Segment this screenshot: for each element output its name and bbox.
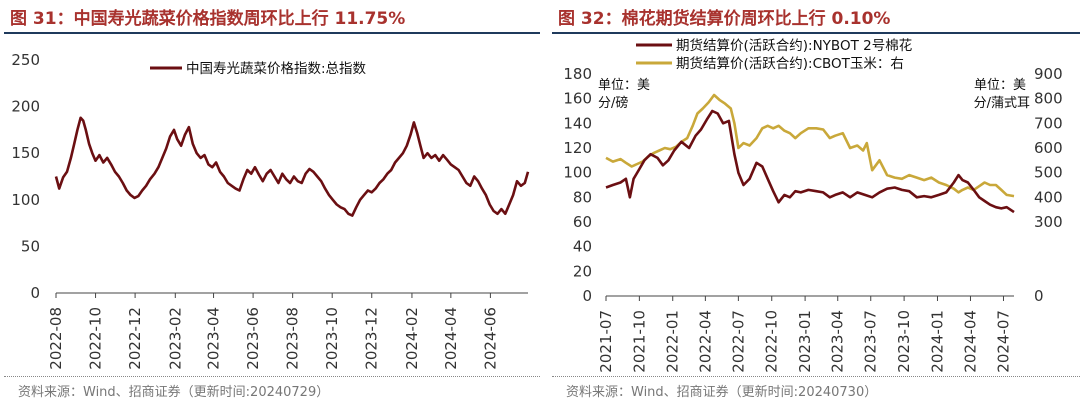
right-axis-unit-label: 分/蒲式耳 bbox=[974, 96, 1030, 111]
corn-futures-series-line bbox=[605, 93, 1015, 198]
right-axis-unit-label: 单位：美 bbox=[974, 78, 1026, 93]
left-figure-title: 图 31：中国寿光蔬菜价格指数周环比上行 11.75% bbox=[10, 9, 406, 29]
y-tick-label: 0 bbox=[30, 284, 40, 302]
left-axis-unit-label: 单位：美 bbox=[598, 78, 650, 93]
right-y-tick-label: 600 bbox=[1034, 139, 1063, 157]
x-tick-label: 2021-10 bbox=[630, 310, 648, 373]
left-y-tick-label: 160 bbox=[563, 90, 592, 108]
left-y-tick-label: 140 bbox=[563, 114, 592, 132]
x-tick-label: 2023-02 bbox=[166, 307, 184, 370]
y-tick-label: 150 bbox=[11, 144, 40, 162]
x-tick-label: 2023-04 bbox=[829, 310, 847, 373]
right-y-tick-label: 800 bbox=[1034, 90, 1063, 108]
x-tick-label: 2024-02 bbox=[403, 307, 421, 370]
y-tick-label: 100 bbox=[11, 191, 40, 209]
x-tick-label: 2022-10 bbox=[87, 307, 105, 370]
x-tick-label: 2022-10 bbox=[763, 310, 781, 373]
x-tick-label: 2022-04 bbox=[696, 310, 714, 373]
left-source-rule bbox=[4, 376, 540, 377]
x-tick-label: 2022-08 bbox=[47, 307, 65, 370]
x-tick-label: 2022-07 bbox=[729, 310, 747, 373]
right-y-tick-label: 400 bbox=[1034, 188, 1063, 206]
left-figure-panel: 图 31：中国寿光蔬菜价格指数周环比上行 11.75% 0 50 100 150 200… bbox=[4, 9, 540, 400]
right-title-rule bbox=[552, 32, 1080, 34]
legend-label: 中国寿光蔬菜价格指数:总指数 bbox=[186, 60, 367, 77]
left-y-tick-label: 180 bbox=[563, 65, 592, 83]
right-y-tick-label: 0 bbox=[1034, 287, 1044, 305]
x-tick-label: 2023-06 bbox=[244, 307, 262, 370]
y-tick-label: 200 bbox=[11, 98, 40, 116]
right-figure-panel: 图 32：棉花期货结算价周环比上行 0.10% 0 20 40 60 80 100 120 1… bbox=[548, 0, 1080, 402]
right-source-rule bbox=[552, 376, 1080, 377]
vegetable-index-series-line bbox=[54, 116, 530, 217]
x-tick-label: 2022-01 bbox=[664, 310, 682, 373]
x-tick-label: 2021-07 bbox=[597, 310, 615, 373]
x-tick-label: 2023-12 bbox=[363, 307, 381, 370]
x-tick-label: 2023-01 bbox=[796, 310, 814, 373]
left-line-chart: 0 50 100 150 200 250 2022-08 2022-10 2022-12 2023… bbox=[11, 51, 530, 370]
left-title-rule bbox=[4, 32, 540, 34]
right-y-tick-label: 700 bbox=[1034, 114, 1063, 132]
right-y-tick-label: 900 bbox=[1034, 65, 1063, 83]
left-y-tick-label: 40 bbox=[573, 238, 592, 256]
x-tick-label: 2023-10 bbox=[895, 310, 913, 373]
legend-label-corn: 期货结算价(活跃合约):CBOT玉米：右 bbox=[676, 55, 904, 72]
x-tick-label: 2024-01 bbox=[928, 310, 946, 373]
left-y-tick-label: 100 bbox=[563, 164, 592, 182]
left-axis-unit-label: 分/磅 bbox=[598, 95, 628, 111]
right-y-tick-label: 300 bbox=[1034, 213, 1063, 231]
x-tick-label: 2023-07 bbox=[862, 310, 880, 373]
left-y-tick-label: 20 bbox=[573, 262, 592, 280]
right-figure-title: 图 32：棉花期货结算价周环比上行 0.10% bbox=[558, 9, 891, 29]
cotton-futures-series-line bbox=[605, 109, 1015, 214]
x-tick-label: 2024-06 bbox=[481, 307, 499, 370]
x-tick-label: 2022-12 bbox=[126, 307, 144, 370]
right-source-note: 资料来源：Wind、招商证券（更新时间:20240730） bbox=[566, 385, 878, 400]
left-y-tick-label: 120 bbox=[563, 139, 592, 157]
right-y-tick-label: 500 bbox=[1034, 164, 1063, 182]
x-tick-label: 2024-04 bbox=[961, 310, 979, 373]
y-tick-label: 250 bbox=[11, 51, 40, 69]
x-tick-label: 2024-04 bbox=[442, 307, 460, 370]
x-tick-label: 2023-04 bbox=[205, 307, 223, 370]
x-tick-label: 2024-07 bbox=[994, 310, 1012, 373]
legend-label-cotton: 期货结算价(活跃合约):NYBOT 2号棉花 bbox=[676, 37, 912, 54]
x-tick-label: 2023-10 bbox=[323, 307, 341, 370]
y-tick-label: 50 bbox=[21, 237, 40, 255]
left-y-tick-label: 0 bbox=[582, 287, 592, 305]
right-dual-axis-line-chart: 0 20 40 60 80 100 120 140 160 180 0 300 400 500 600 700… bbox=[563, 37, 1063, 373]
left-source-note: 资料来源：Wind、招商证券（更新时间:20240729） bbox=[18, 385, 330, 400]
left-y-tick-label: 80 bbox=[573, 188, 592, 206]
left-y-tick-label: 60 bbox=[573, 213, 592, 231]
x-tick-label: 2023-08 bbox=[284, 307, 302, 370]
